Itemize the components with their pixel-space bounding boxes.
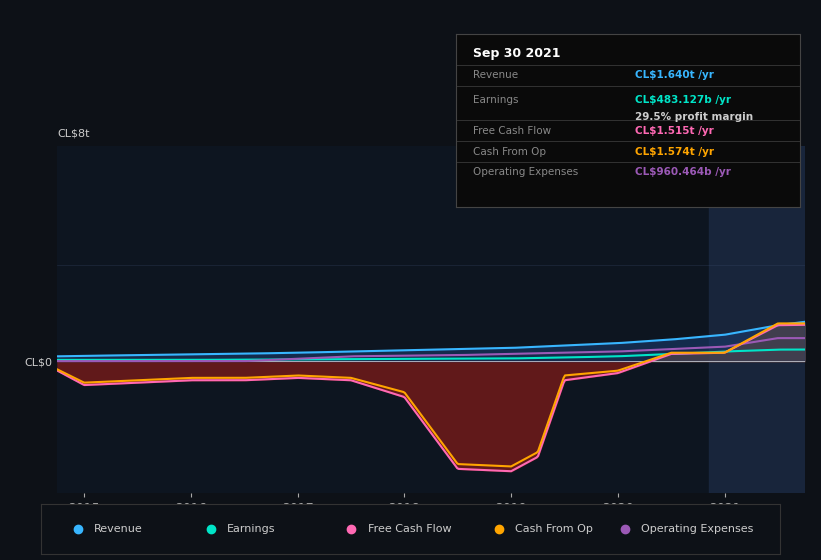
Text: -CL$5t: -CL$5t [57,510,94,520]
Text: CL$960.464b /yr: CL$960.464b /yr [635,167,731,178]
Text: Revenue: Revenue [94,524,143,534]
Text: Revenue: Revenue [473,70,518,80]
Text: CL$1.515t /yr: CL$1.515t /yr [635,126,713,136]
Text: CL$8t: CL$8t [57,129,90,139]
Text: Free Cash Flow: Free Cash Flow [473,126,551,136]
Text: CL$1.574t /yr: CL$1.574t /yr [635,147,714,157]
Text: Earnings: Earnings [473,95,518,105]
Text: Free Cash Flow: Free Cash Flow [368,524,452,534]
Text: CL$1.640t /yr: CL$1.640t /yr [635,70,713,80]
Text: Operating Expenses: Operating Expenses [641,524,754,534]
Text: CL$483.127b /yr: CL$483.127b /yr [635,95,731,105]
Text: Cash From Op: Cash From Op [516,524,594,534]
Text: Earnings: Earnings [227,524,276,534]
Text: Cash From Op: Cash From Op [473,147,546,157]
Text: Operating Expenses: Operating Expenses [473,167,578,178]
Text: 29.5% profit margin: 29.5% profit margin [635,112,753,122]
Bar [709,146,805,493]
Text: Sep 30 2021: Sep 30 2021 [473,48,561,60]
